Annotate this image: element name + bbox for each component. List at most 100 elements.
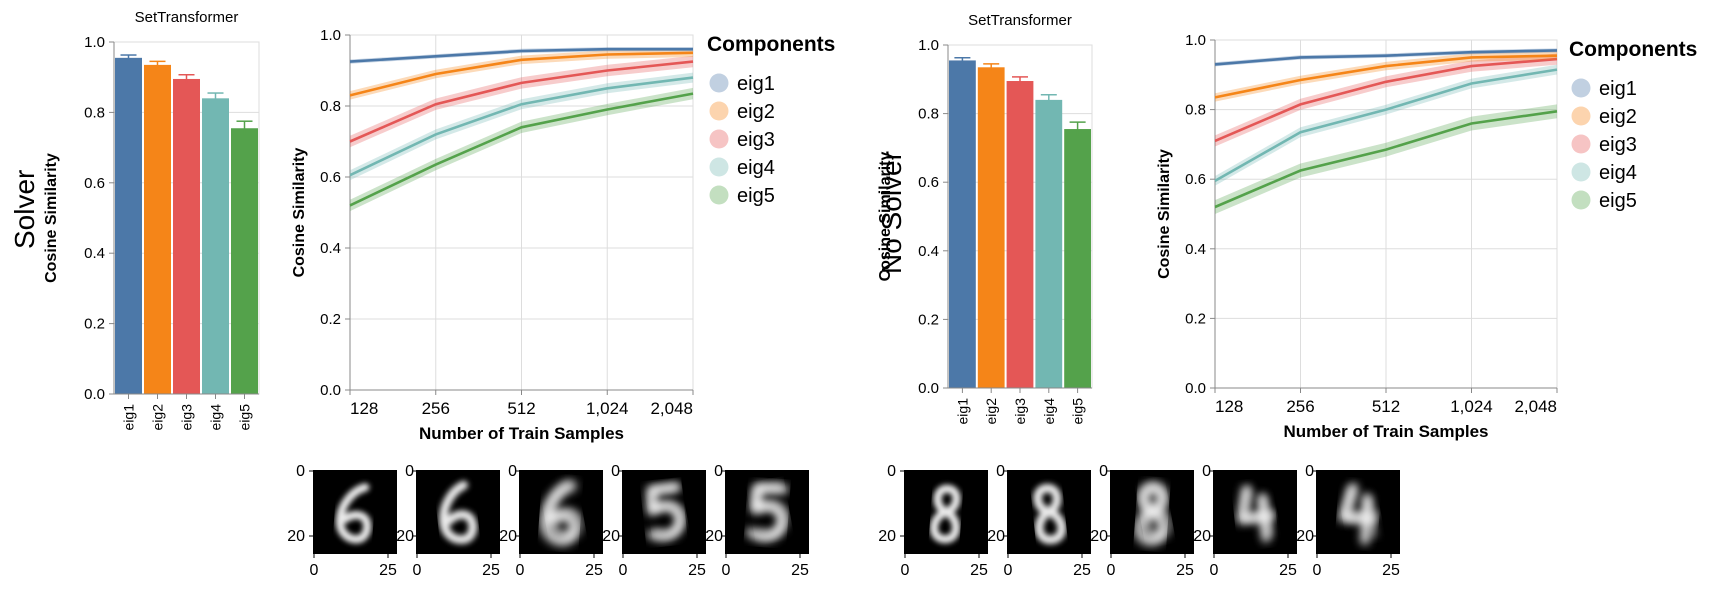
digit-glyph-4 [1241,486,1276,537]
bar-2-bar-eig4 [1035,99,1063,388]
image-tick-label-y-overlap: 20 [1090,528,1108,545]
line-3-y-axis-label: Cosine Similarity [1156,149,1173,279]
line-1-line-eig4 [349,76,694,177]
bar-2-tick-label-eig2: eig2 [983,398,999,425]
eigen-image-0-3: 0 25 0 20 [602,463,706,579]
line-1-tick-label-y: 0.8 [320,98,341,115]
image-tick-label-x: 25 [688,562,706,579]
image-tick-label-x: 0 [901,562,910,579]
image-tick-label-x: 25 [791,562,809,579]
line-3-tick-label-x: 512 [1372,397,1400,416]
line-3-legend-swatch-eig2 [1571,106,1591,126]
line-3-legend-swatch-eig3 [1571,134,1591,154]
line-1-tick-label-y: 0.4 [320,240,341,257]
image-tick-label-y-overlap: 20 [396,528,414,545]
eigen-image-0-0: 0 25 0 20 [287,463,397,579]
line-3-legend-label-eig1: eig1 [1599,78,1637,100]
image-tick-label-y-overlap: 20 [1193,528,1211,545]
digit-glyph-6 [546,480,583,540]
line-1-legend-swatch-eig2 [709,101,729,121]
eigen-image-1-0: 0 25 0 20 [878,463,988,579]
bar-2-tick-label-y: 0.2 [918,311,939,328]
image-tick-label-y-overlap: 0 [611,463,620,480]
line-chart-1: 128 256 512 1,024 2,048 0.0 0.2 0.4 0.6 0.8 1.0 Cos… [291,27,835,443]
digit-glyph-5 [752,482,789,538]
line-3-line-eig5 [1214,110,1558,209]
bar-2-tick-label-eig5: eig5 [1070,398,1086,425]
line-1-tick-label-x: 512 [507,399,535,418]
digit-stroke [1241,486,1276,537]
digit-stroke [1033,483,1067,545]
image-tick-label-x: 0 [310,562,319,579]
digit-glyph-6 [335,483,372,544]
line-3-legend-title: Components [1569,38,1697,61]
image-tick-label-x: 0 [516,562,525,579]
line-1-tick-label-y: 0.2 [320,311,341,328]
bar-2-tick-label-eig1: eig1 [954,398,970,425]
bar-2-bar-eig5 [1064,129,1091,388]
bar-0-tick-label-y: 0.8 [84,104,105,121]
bar-0-tick-label-eig3: eig3 [179,404,195,431]
image-row-1: 0 25 0 20 0 25 0 20 0 25 0 20 0 25 0 20 0 25 0 20 [878,463,1400,579]
image-tick-label-y: 0 [887,463,896,480]
image-tick-label-x: 25 [585,562,603,579]
digit-stroke [649,483,686,537]
eigen-image-1-3: 0 25 0 20 [1193,463,1297,579]
line-3-line-eig1 [1214,49,1558,66]
image-tick-label-y-overlap: 20 [1296,528,1314,545]
bar-2-bar-eig2 [977,67,1005,389]
line-3-legend-swatch-eig4 [1571,162,1591,182]
line-3-legend-label-eig4: eig4 [1599,162,1637,184]
line-3-tick-label-y: 0.2 [1185,310,1206,327]
image-background [622,470,706,554]
line-3-legend-label-eig3: eig3 [1599,134,1637,156]
image-tick-label-x: 25 [1073,562,1091,579]
line-3-x-axis-label: Number of Train Samples [1284,422,1489,441]
bar-0-tick-label-y: 0.6 [84,175,105,192]
image-background [1213,470,1297,554]
line-1-legend-swatch-eig5 [709,185,729,205]
image-tick-label-y-overlap: 0 [508,463,517,480]
image-tick-label-x: 25 [1279,562,1297,579]
line-1-tick-label-x: 256 [422,399,450,418]
bar-chart-2: 0.0 0.2 0.4 0.6 0.8 1.0 Cosine Similarity SetTr… [877,12,1093,425]
image-tick-label-y-overlap: 20 [705,528,723,545]
bar-0-bar-eig5 [231,128,258,395]
line-3-tick-label-y: 0.0 [1185,380,1206,397]
image-tick-label-y-overlap: 0 [1099,463,1108,480]
line-1-legend-swatch-eig4 [709,157,729,177]
image-tick-label-x: 25 [482,562,500,579]
line-3-tick-label-y: 0.6 [1185,171,1206,188]
line-1-tick-label-y: 1.0 [320,27,341,44]
line-1-legend: Components eig1 eig2 eig3 eig4 eig5 [707,33,835,207]
image-tick-label-x: 0 [722,562,731,579]
digit-stroke [439,480,478,544]
digit-glyph-4 [1344,485,1380,538]
digit-stroke [546,480,583,540]
line-3-legend-swatch-eig1 [1571,78,1591,98]
line-1-line-eig5 [349,92,694,207]
digit-glyph-5 [649,483,686,537]
image-tick-label-x: 0 [1210,562,1219,579]
line-1-tick-label-x: 2,048 [650,399,693,418]
image-tick-label-x: 25 [970,562,988,579]
bar-2-tick-label-y: 0.0 [918,380,939,397]
bar-2-bar-eig1 [949,60,976,389]
line-1-legend-label-eig4: eig4 [737,157,775,179]
image-tick-label-y-overlap: 0 [996,463,1005,480]
bar-2-bar-eig3 [1006,81,1034,388]
line-3-line-eig3 [1214,57,1558,143]
image-tick-label-x: 25 [1176,562,1194,579]
bar-2-tick-label-y: 0.4 [918,243,939,260]
bar-2-y-axis-label: Cosine Similarity [877,151,894,281]
digit-glyph-8 [929,484,961,544]
image-background [1316,470,1400,554]
image-tick-label-y-overlap: 20 [602,528,620,545]
bar-0-tick-label-y: 0.0 [84,386,105,403]
image-tick-label-y: 20 [878,528,896,545]
bar-0-y-axis-label: Cosine Similarity [43,153,60,283]
image-tick-label-y-overlap: 0 [1305,463,1314,480]
line-1-legend-title: Components [707,33,835,56]
line-3-legend-label-eig5: eig5 [1599,190,1637,212]
bar-0-tick-label-y: 0.4 [84,245,105,262]
